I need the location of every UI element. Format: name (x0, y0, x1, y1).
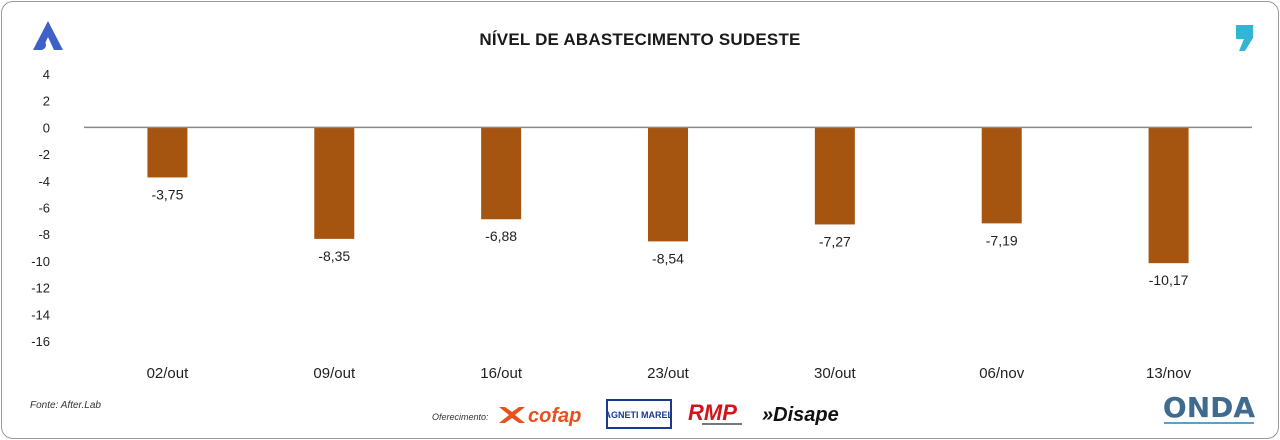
x-tick-label: 30/out (814, 365, 857, 382)
x-tick-label: 16/out (480, 365, 523, 382)
data-label: -7,19 (986, 232, 1018, 248)
bar (314, 127, 355, 239)
x-tick-label: 06/nov (979, 365, 1025, 382)
onda-text: ONDA (1163, 391, 1255, 424)
y-tick-label: -10 (31, 254, 50, 269)
data-label: -7,27 (819, 233, 851, 249)
bar (981, 127, 1022, 224)
x-tick-label: 09/out (313, 365, 356, 382)
source-note: Fonte: After.Lab (30, 400, 101, 411)
bar (814, 127, 855, 225)
y-tick-label: -14 (31, 307, 50, 322)
bar (1148, 127, 1189, 264)
rmp-text: RMP (688, 401, 737, 425)
x-tick-label: 13/nov (1146, 365, 1192, 382)
brand-a-icon (33, 21, 63, 50)
y-tick-label: -4 (38, 174, 50, 189)
quote-icon (1236, 25, 1253, 51)
magneti-marelli-logo: MAGNETI MARELLI (606, 399, 672, 429)
bar (481, 127, 522, 220)
chart-title: NÍVEL DE ABASTECIMENTO SUDESTE (479, 30, 801, 49)
bar-chart: 4 2 0 -2 -4 -6 -8 -10 -12 -14 -16 -3,75 02/out -8,35 0… (31, 67, 1252, 382)
rmp-logo: RMP (688, 401, 742, 425)
disape-text: »Disape (762, 404, 839, 426)
bar (147, 127, 188, 178)
x-tick-label: 02/out (147, 365, 190, 382)
data-label: -6,88 (485, 228, 517, 244)
x-tick-label: 23/out (647, 365, 690, 382)
cofap-logo: cofap (499, 405, 581, 427)
disape-logo: »Disape (762, 404, 839, 426)
y-tick-label: 4 (43, 67, 50, 82)
y-tick-label: -12 (31, 281, 50, 296)
magneti-marelli-text: MAGNETI MARELLI (606, 410, 672, 420)
data-label: -8,54 (652, 250, 684, 266)
y-tick-label: -16 (31, 334, 50, 349)
onda-logo: ONDA (1163, 391, 1255, 424)
y-tick-label: -6 (38, 201, 50, 216)
y-tick-label: -8 (38, 227, 50, 242)
y-tick-label: -2 (38, 147, 50, 162)
cofap-text: cofap (528, 405, 581, 427)
y-tick-label: 2 (43, 94, 50, 109)
bar (648, 127, 688, 242)
sponsor-label: Oferecimento: (432, 412, 489, 422)
y-tick-label: 0 (43, 120, 50, 135)
data-label: -10,17 (1149, 272, 1189, 288)
data-label: -3,75 (151, 186, 183, 202)
data-label: -8,35 (318, 248, 350, 264)
